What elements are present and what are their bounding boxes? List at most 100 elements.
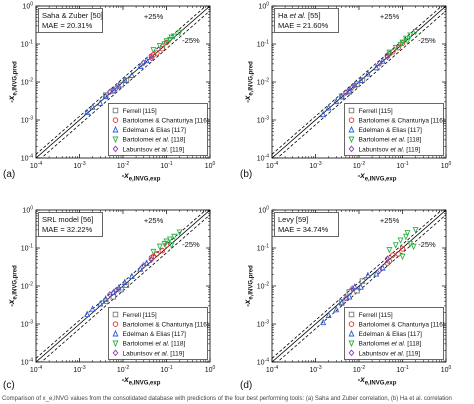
data-point: [397, 42, 404, 49]
legend-label: Bartolomei & Chanturiya [116]: [359, 118, 445, 125]
legend-marker: [112, 136, 119, 144]
x-tick-label: 100: [205, 161, 216, 170]
y-axis-label: -xe,INVG,pred: [243, 61, 255, 103]
data-point: [325, 103, 332, 111]
plus-25-line: [272, 6, 443, 155]
x-tick-label: 10-4: [266, 161, 278, 170]
series-5: [107, 54, 155, 96]
data-point: [376, 59, 383, 67]
y-tick-label: 10-3: [257, 116, 269, 125]
data-point: [333, 305, 340, 313]
band-label-minus: -25%: [182, 240, 200, 249]
data-point: [102, 295, 109, 302]
panel-4: 10-410-4 10-3 10-3 10-2 10-2 10-1 10-1 100 100 +2…: [240, 206, 452, 392]
x-tick-label: 10-2: [353, 161, 365, 170]
legend-item: Edelman & Elias [117]: [348, 329, 423, 338]
legend-label: Labuntsov et al. [119]: [123, 350, 185, 357]
x-tick-label: 10-1: [160, 365, 172, 374]
figure-caption: Comparison of x_e,INVG values from the c…: [2, 396, 452, 402]
x-axis-label: -xe,INVG,exp: [122, 171, 161, 183]
parity-line: [272, 210, 446, 362]
band-label-plus: +25%: [144, 12, 164, 21]
legend-marker: [348, 329, 355, 337]
data-point: [113, 84, 120, 92]
data-point: [349, 84, 356, 91]
data-point: [89, 103, 96, 110]
data-point: [161, 240, 168, 248]
data-point: [364, 69, 371, 77]
panel-label: (a): [3, 169, 15, 180]
y-tick-label: 10-1: [257, 244, 269, 253]
data-point: [140, 261, 147, 269]
data-point: [121, 75, 128, 83]
mae-value: MAE = 20.31%: [42, 21, 93, 30]
legend-item: Bartolomei & Chanturiya [116]: [348, 321, 445, 329]
annotation-box: [274, 8, 339, 33]
y-axis-label: -xe,INVG,pred: [7, 61, 19, 103]
legend-label: Edelman & Elias [117]: [359, 331, 423, 338]
data-point: [373, 63, 380, 71]
x-tick-label: 100: [205, 365, 216, 374]
panel-label: (b): [240, 169, 252, 180]
data-point: [154, 251, 160, 257]
series-4: [150, 229, 183, 256]
data-point: [168, 242, 175, 249]
legend-item: Edelman & Elias [117]: [112, 329, 186, 338]
data-point: [346, 86, 353, 94]
data-point: [402, 233, 409, 241]
legend-item: Bartolomei et al. [118]: [112, 136, 185, 144]
legend-label: Labuntsov et al. [119]: [359, 350, 421, 357]
data-point: [176, 29, 183, 37]
mae-value: MAE = 34.74%: [278, 225, 329, 234]
data-point: [102, 92, 109, 100]
legend-label: Labuntsov et al. [119]: [123, 146, 185, 153]
x-tick-label: 10-2: [117, 365, 129, 374]
series-5: [107, 256, 155, 298]
data-point: [338, 92, 345, 100]
band-label-plus: +25%: [380, 216, 400, 225]
data-point: [163, 38, 170, 45]
mae-value: MAE = 32.22%: [42, 225, 93, 234]
y-tick-label: 10-3: [21, 320, 33, 329]
data-point: [156, 42, 163, 50]
data-point: [390, 252, 396, 258]
x-tick-label: 10-3: [73, 365, 85, 374]
y-tick-label: 10-1: [21, 244, 33, 253]
legend: Ferrell [115] Bartolomei & Chanturiya [11…: [344, 103, 445, 156]
data-point: [97, 99, 104, 106]
legend-box: [108, 307, 208, 360]
x-tick-label: 10-1: [160, 161, 172, 170]
legend: Ferrell [115] Bartolomei & Chanturiya [11…: [344, 307, 445, 360]
legend-marker: [348, 117, 355, 123]
x-axis-label: -xe,INVG,exp: [122, 375, 161, 387]
plot-area: [272, 210, 446, 362]
data-point: [404, 38, 411, 45]
model-name: Saha & Zuber [50]: [42, 11, 103, 20]
data-point: [399, 246, 406, 252]
y-tick-label: 100: [22, 206, 33, 215]
legend-item: Ferrell [115]: [348, 107, 393, 115]
legend-marker: [348, 125, 355, 133]
legend-marker: [112, 349, 119, 357]
x-tick-label: 10-2: [353, 365, 365, 374]
data-point: [113, 286, 120, 294]
mae-value: MAE = 21.60%: [278, 21, 329, 30]
legend: Ferrell [115] Bartolomei & Chanturiya [11…: [108, 307, 209, 360]
data-point: [143, 259, 150, 266]
data-point: [89, 305, 96, 312]
data-point: [107, 291, 113, 298]
y-axis-label: -xe,INVG,pred: [243, 265, 255, 307]
data-point: [386, 246, 393, 254]
legend-item: Labuntsov et al. [119]: [348, 349, 421, 357]
x-tick-label: 10-2: [117, 161, 129, 170]
y-tick-label: 10-2: [257, 282, 269, 291]
x-tick-label: 10-3: [73, 161, 85, 170]
data-point: [364, 271, 371, 279]
data-point: [161, 41, 168, 48]
data-point: [150, 47, 157, 54]
data-point: [171, 233, 178, 241]
data-point: [163, 238, 170, 246]
legend-label: Bartolomei et al. [118]: [359, 137, 422, 144]
data-point: [148, 54, 155, 62]
legend-marker: [112, 340, 119, 348]
